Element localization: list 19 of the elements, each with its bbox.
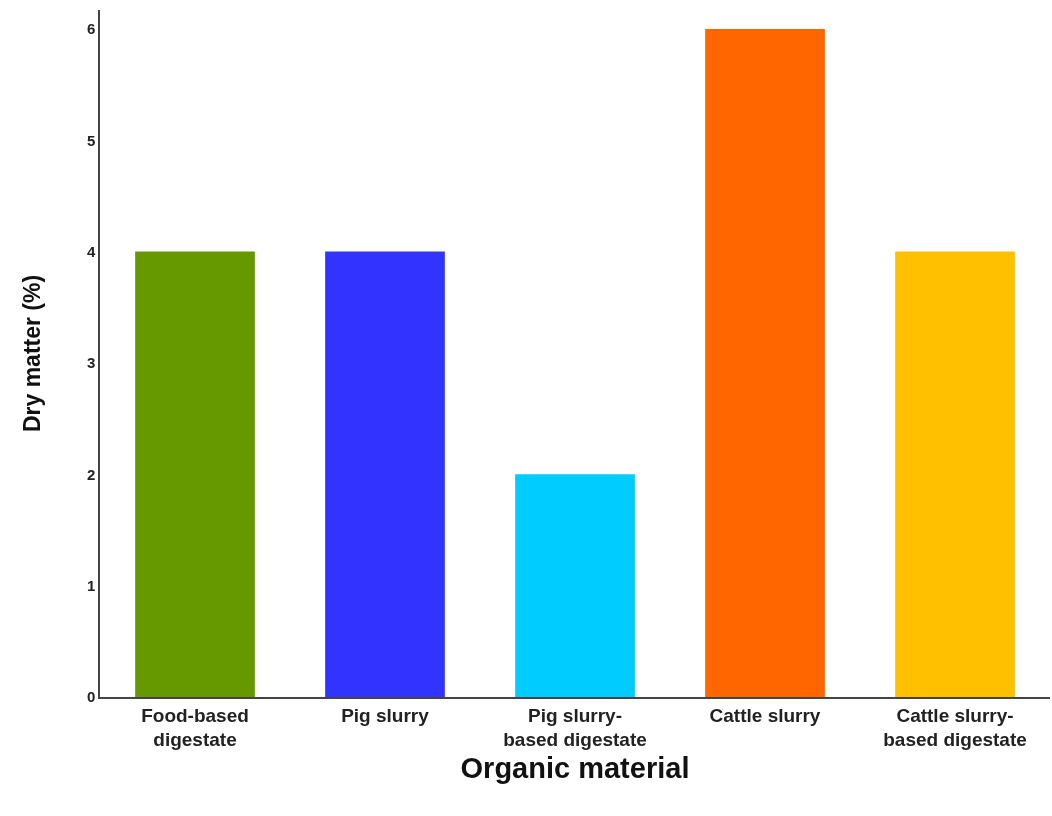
y-tick-label: 1 bbox=[86, 576, 96, 594]
bar bbox=[135, 251, 255, 697]
bar bbox=[895, 251, 1015, 697]
x-tick-label: Pig slurry bbox=[341, 704, 430, 726]
bar bbox=[515, 474, 635, 697]
x-tick-label: Cattle slurry bbox=[709, 704, 821, 726]
bar bbox=[325, 251, 445, 697]
x-axis-title: Organic material bbox=[460, 751, 690, 784]
y-axis-title: Dry matter (%) bbox=[18, 274, 45, 433]
bar bbox=[705, 28, 825, 697]
y-tick-label: 4 bbox=[86, 242, 96, 260]
x-tick-label: Cattle slurry-based digestate bbox=[883, 704, 1027, 751]
y-tick-label: 6 bbox=[86, 20, 96, 38]
y-tick-label: 2 bbox=[86, 465, 96, 483]
x-tick-label: Food-based digestate bbox=[141, 704, 249, 751]
y-tick-label: 5 bbox=[86, 131, 96, 149]
y-tick-label: 3 bbox=[86, 354, 96, 372]
y-tick-label: 0 bbox=[86, 688, 96, 706]
x-tick-label: Pig slurry-based digestate bbox=[503, 704, 647, 751]
